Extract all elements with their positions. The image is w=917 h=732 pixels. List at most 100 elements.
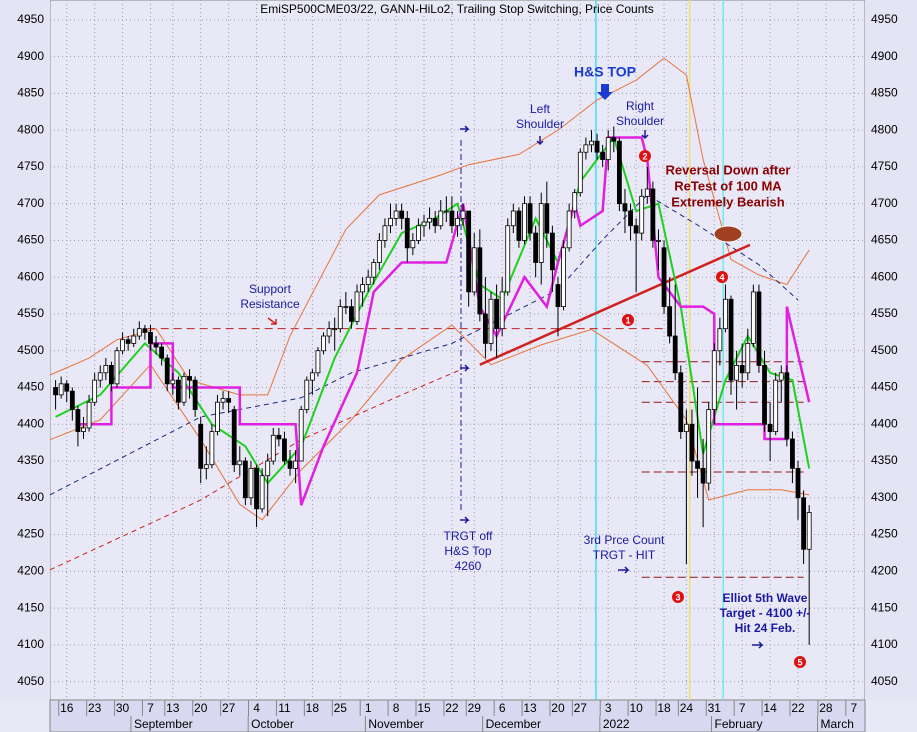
candle-body [622,203,628,212]
annotation: Reversal Down after [666,162,791,177]
candle-body [293,460,299,469]
candle-body [628,210,633,227]
candle-body [427,217,432,223]
candle-body [181,376,187,403]
candle-body [259,475,265,510]
arrow [460,516,470,524]
candle-body [215,401,220,433]
x-tick-label: 20 [551,701,565,715]
candle-body [483,313,488,344]
candle-body [549,232,555,271]
annotation: Target - 4100 +/- [720,606,811,620]
candle-body [349,306,354,322]
arrow [460,364,470,372]
month-label: October [251,717,294,731]
candle-body [337,306,343,330]
candle-body [148,331,153,344]
x-tick-label: 18 [657,701,671,715]
candle-body [555,284,561,308]
candle-body [516,210,522,241]
y-tick-label-right: 4050 [871,674,898,688]
candle-body [382,225,388,241]
candle-body [198,423,204,469]
indicator-line [49,57,810,396]
y-tick-label: 4250 [17,527,44,541]
wave-marker-label: 5 [797,657,802,667]
x-tick-label: 10 [629,701,643,715]
candle-body [159,346,165,359]
candle-body [600,151,606,160]
candle-body [695,460,700,469]
wave-marker-label: 3 [675,592,680,602]
candle-body [656,240,661,242]
x-tick-label: 27 [222,701,236,715]
candle-body [572,192,578,212]
candle-body [616,140,622,205]
x-tick-label: 29 [468,701,482,715]
candle-body [92,379,98,403]
candle-body [711,350,717,410]
x-tick-label: 7 [739,701,746,715]
x-tick-label: 6 [499,701,506,715]
candle-body [192,379,198,410]
candle-body [287,460,293,469]
candle-body [566,210,572,249]
y-tick-label: 4650 [17,233,44,247]
candle-body [170,379,176,385]
candle-body [683,423,689,433]
candle-body [583,144,589,153]
x-tick-label: 8 [393,701,400,715]
y-tick-label: 4850 [17,86,44,100]
x-tick-label: 4 [253,701,260,715]
candle-body [231,409,237,466]
candle-body [455,217,460,227]
y-tick-label: 4400 [17,416,44,430]
candle-body [466,210,472,293]
candle-body [672,335,678,374]
x-tick-label: 30 [116,701,130,715]
candle-body [762,365,767,425]
candle-body [81,427,86,433]
annotation: Extremely Bearish [671,194,785,209]
y-tick-label: 4150 [17,600,44,614]
y-tick-label: 4050 [17,674,44,688]
left-axis-area [0,0,50,700]
indicator-line [479,243,751,366]
candle-body [706,409,712,484]
candle-body [577,151,583,194]
arrow [267,317,277,325]
y-tick-label: 4800 [17,122,44,136]
x-tick-label: 11 [278,701,291,715]
candle-body [187,376,192,381]
x-tick-label: 16 [60,701,74,715]
candle-body [282,438,287,462]
candle-body [438,210,444,227]
candle-body [594,140,600,153]
candle-body [667,306,673,337]
candle-body [332,328,338,331]
candle-body [494,298,499,330]
x-tick-label: 15 [417,701,431,715]
candle-body [432,217,438,227]
candle-body [343,306,349,309]
candle-body [756,291,762,366]
candle-body [488,298,494,344]
candle-body [309,372,315,381]
candle-body [767,423,773,433]
candle-body [499,291,505,330]
annotation: Elliot 5th Wave [723,591,808,605]
y-tick-label-right: 4350 [871,453,898,467]
candle-body [728,298,734,381]
arrow [536,136,544,146]
candle-body [505,225,511,293]
candle-body [806,512,812,550]
candle-body [388,217,393,227]
annotation: 4260 [455,559,482,573]
candle-body [750,291,756,344]
candle-body [315,350,321,374]
candle-body [360,284,366,293]
candle-body [242,460,248,499]
y-tick-label: 4100 [17,637,44,651]
x-tick-label: 13 [166,701,180,715]
